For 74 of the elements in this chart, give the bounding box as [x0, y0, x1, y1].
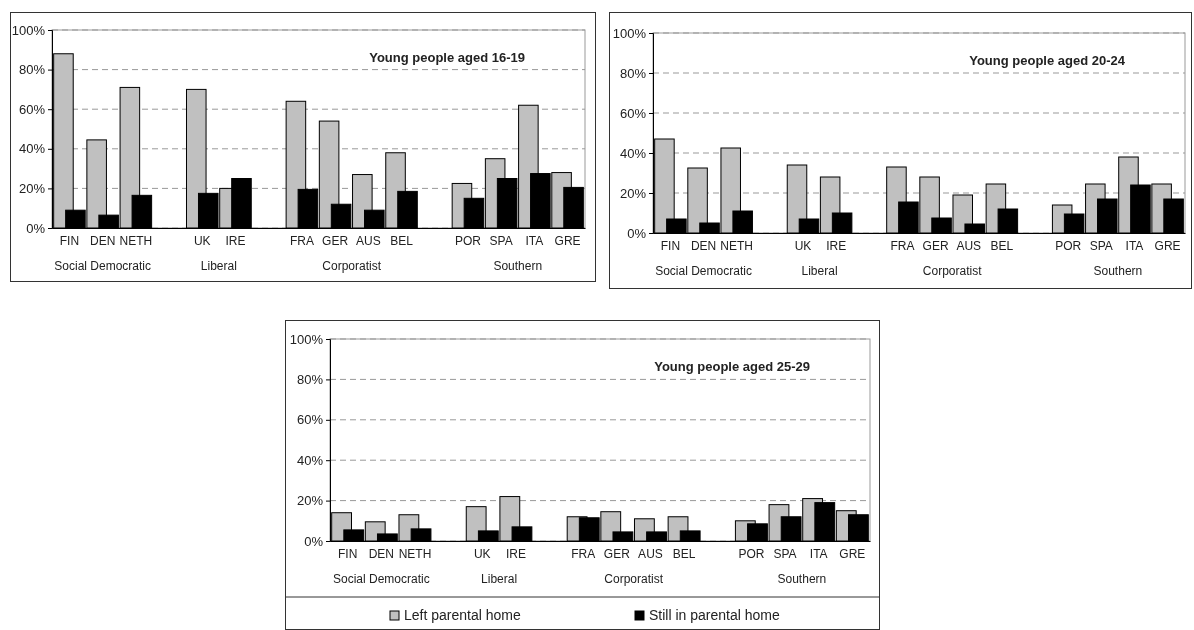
x-tick-label: NETH — [398, 546, 432, 561]
x-tick-label: UK — [794, 238, 812, 253]
x-tick-label: FIN — [59, 233, 80, 248]
x-tick-label: POR — [1055, 238, 1082, 253]
text: Corporatist — [604, 572, 664, 586]
x-tick-label: AUS — [355, 233, 381, 248]
x-tick-label: GRE — [554, 233, 581, 248]
x-tick-label: NETH — [119, 233, 153, 248]
x-tick-label: SPA — [1089, 238, 1113, 253]
y-tick-label: 60% — [296, 412, 324, 428]
y-tick-label: 100% — [11, 22, 46, 38]
x-tick-label: IRE — [225, 233, 246, 248]
x-tick-label: POR — [454, 233, 482, 248]
x-tick-label: GER — [603, 546, 631, 561]
legend-label: Left parental home — [404, 607, 521, 623]
text: Liberal — [481, 572, 518, 586]
x-tick-label: AUS — [638, 546, 663, 561]
x-tick-label: BEL — [990, 238, 1014, 253]
text: Southern — [777, 572, 827, 586]
x-tick-label: FIN — [660, 238, 681, 253]
y-tick-label: 60% — [619, 105, 647, 121]
text: Liberal — [200, 259, 237, 273]
x-tick-label: GRE — [1154, 238, 1181, 253]
y-tick-label: 0% — [304, 533, 324, 549]
x-tick-label: UK — [193, 233, 211, 248]
legend-label: Still in parental home — [649, 607, 780, 623]
y-tick-label: 60% — [18, 101, 46, 117]
x-tick-label: SPA — [489, 233, 513, 248]
x-tick-label: NETH — [720, 238, 754, 253]
x-tick-label: AUS — [956, 238, 982, 253]
text: Corporatist — [922, 264, 983, 278]
x-tick-label: GER — [322, 233, 349, 248]
text: Young people aged 16-19 — [369, 50, 525, 65]
text: Social Democratic — [655, 264, 752, 278]
y-tick-label: 20% — [296, 493, 324, 509]
x-tick-label: ITA — [1125, 238, 1144, 253]
x-tick-label: DEN — [89, 233, 116, 248]
x-tick-label: IRE — [505, 546, 526, 561]
x-tick-label: FIN — [337, 546, 358, 561]
text: Social Democratic — [54, 259, 151, 273]
x-tick-label: UK — [473, 546, 491, 561]
x-tick-label: SPA — [773, 546, 797, 561]
x-tick-label: BEL — [390, 233, 414, 248]
x-tick-label: ITA — [525, 233, 544, 248]
y-tick-label: 20% — [619, 185, 647, 201]
text: Southern — [493, 259, 543, 273]
x-tick-label: FRA — [571, 546, 596, 561]
y-tick-label: 100% — [612, 25, 647, 41]
x-tick-label: BEL — [672, 546, 696, 561]
x-tick-label: GRE — [839, 546, 866, 561]
x-tick-label: IRE — [826, 238, 847, 253]
text: Southern — [1093, 264, 1143, 278]
y-tick-label: 80% — [619, 65, 647, 81]
y-tick-label: 40% — [18, 141, 46, 157]
y-tick-label: 0% — [26, 220, 46, 236]
x-tick-label: FRA — [289, 233, 314, 248]
x-tick-label: POR — [738, 546, 765, 561]
text: Young people aged 20-24 — [969, 53, 1126, 68]
y-tick-label: 80% — [18, 62, 46, 78]
text: Liberal — [801, 264, 838, 278]
x-tick-label: DEN — [368, 546, 394, 561]
y-tick-label: 40% — [296, 452, 324, 468]
y-tick-label: 40% — [619, 145, 647, 161]
y-tick-label: 80% — [296, 372, 324, 388]
x-tick-label: FRA — [890, 238, 915, 253]
text: Corporatist — [322, 259, 382, 273]
y-tick-label: 100% — [289, 331, 324, 347]
x-tick-label: ITA — [809, 546, 828, 561]
y-tick-label: 20% — [18, 181, 46, 197]
y-tick-label: 0% — [627, 225, 647, 241]
x-tick-label: DEN — [690, 238, 717, 253]
text: Young people aged 25-29 — [654, 359, 810, 374]
x-tick-label: GER — [922, 238, 949, 253]
text: Social Democratic — [332, 572, 430, 586]
